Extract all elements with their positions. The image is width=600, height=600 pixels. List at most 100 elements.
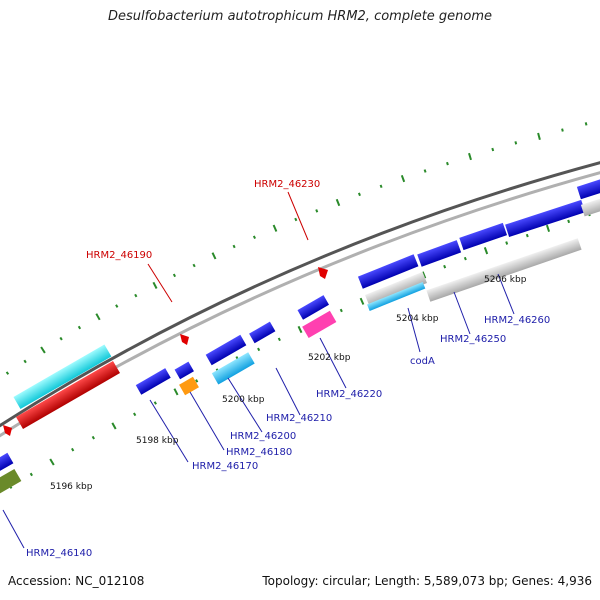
cds-feature[interactable] [365,271,427,307]
scale-tick [49,458,55,466]
cds-feature[interactable] [0,452,14,476]
genome-backbone-inner [0,171,600,438]
scale-tick [29,472,33,477]
scale-tick [192,263,196,268]
scale-tick [91,435,95,440]
scale-tick [463,256,467,261]
scale-tick [211,252,217,260]
scale-label: 5202 kbp [308,353,351,363]
scale-tick [294,217,298,222]
red-marker[interactable] [3,425,12,436]
scale-label: 5204 kbp [396,314,439,324]
scale-tick [505,241,509,245]
gene-label-HRM2_46230[interactable]: HRM2_46230 [254,179,320,190]
scale-tick [59,336,63,341]
scale-label: 5206 kbp [484,275,527,285]
genome-backbone-outer [0,161,600,428]
scale-tick [232,244,236,249]
scale-tick [584,122,588,126]
cds-feature[interactable] [417,240,462,267]
gene-label-HRM2_46200[interactable]: HRM2_46200 [230,431,296,442]
cds-feature[interactable] [249,321,276,344]
cds-feature[interactable] [13,344,112,410]
cds-feature[interactable] [174,361,194,380]
scale-tick [172,273,177,278]
scale-tick [111,422,117,430]
genome-summary: Topology: circular; Length: 5,589,073 bp… [262,574,592,588]
gene-label-HRM2_46140[interactable]: HRM2_46140 [26,548,92,559]
accession-label: Accession: NC_012108 [8,574,145,588]
scale-tick [77,325,82,330]
cds-feature[interactable] [16,360,120,430]
scale-tick [252,235,257,240]
cds-feature[interactable] [302,310,337,339]
gene-label-codA[interactable]: codA [410,356,435,367]
scale-tick [357,192,361,197]
scale-tick [567,219,571,224]
scale-tick [133,412,137,417]
cds-feature[interactable] [135,368,171,395]
scale-tick [195,379,199,383]
cds-feature[interactable] [357,254,419,289]
red-marker[interactable] [318,267,328,279]
gene-label-HRM2_46260[interactable]: HRM2_46260 [484,315,550,326]
cds-feature[interactable] [426,238,582,302]
cds-feature[interactable] [205,334,247,366]
scale-tick [173,388,179,396]
scale-tick [297,325,303,334]
scale-label: 5198 kbp [136,436,179,446]
red-marker[interactable] [180,334,189,345]
scale-tick [257,347,261,352]
scale-tick [272,224,278,232]
cds-feature[interactable] [576,177,600,200]
scale-tick [71,447,75,452]
scale-tick [339,308,343,313]
gene-label-HRM2_46170[interactable]: HRM2_46170 [192,461,258,472]
scale-tick [545,224,551,233]
scale-tick [5,371,10,375]
cds-feature[interactable] [367,281,426,311]
scale-tick [40,346,46,354]
map-title: Desulfobacterium autotrophicum HRM2, com… [107,9,493,24]
scale-tick [277,337,281,342]
gene-label-HRM2_46220[interactable]: HRM2_46220 [316,389,382,400]
scale-tick [423,169,427,173]
scale-ticks [5,122,591,489]
scale-tick [491,147,495,152]
gene-label-HRM2_46250[interactable]: HRM2_46250 [440,334,506,345]
scale-tick [514,141,518,145]
scale-tick [335,198,341,207]
scale-tick [359,297,365,305]
scale-tick [400,174,406,183]
scale-label: 5200 kbp [222,395,265,405]
cds-feature[interactable] [211,352,255,385]
cds-feature[interactable] [179,376,199,396]
cds-feature[interactable] [297,295,329,320]
cds-feature[interactable] [505,199,586,238]
scale-tick [152,281,158,289]
scale-tick [315,209,319,213]
scale-tick [115,304,119,308]
scale-tick [468,152,472,161]
scale-tick [421,271,427,279]
gene-label-HRM2_46180[interactable]: HRM2_46180 [226,447,292,458]
cds-feature[interactable] [0,468,22,498]
cds-feature[interactable] [580,195,600,217]
scale-tick [446,161,449,166]
scale-label: 5196 kbp [50,482,93,492]
scale-tick [95,313,101,321]
scale-tick [134,293,138,298]
scale-tick [379,184,383,189]
scale-tick [525,233,529,238]
scale-tick [561,128,564,132]
cds-feature[interactable] [459,222,508,251]
scale-tick [537,132,541,140]
scale-tick [153,401,157,405]
gene-label-HRM2_46190[interactable]: HRM2_46190 [86,250,152,261]
scale-tick [483,247,489,255]
gene-label-HRM2_46210[interactable]: HRM2_46210 [266,413,332,424]
scale-tick [443,264,447,269]
scale-tick [23,359,27,364]
